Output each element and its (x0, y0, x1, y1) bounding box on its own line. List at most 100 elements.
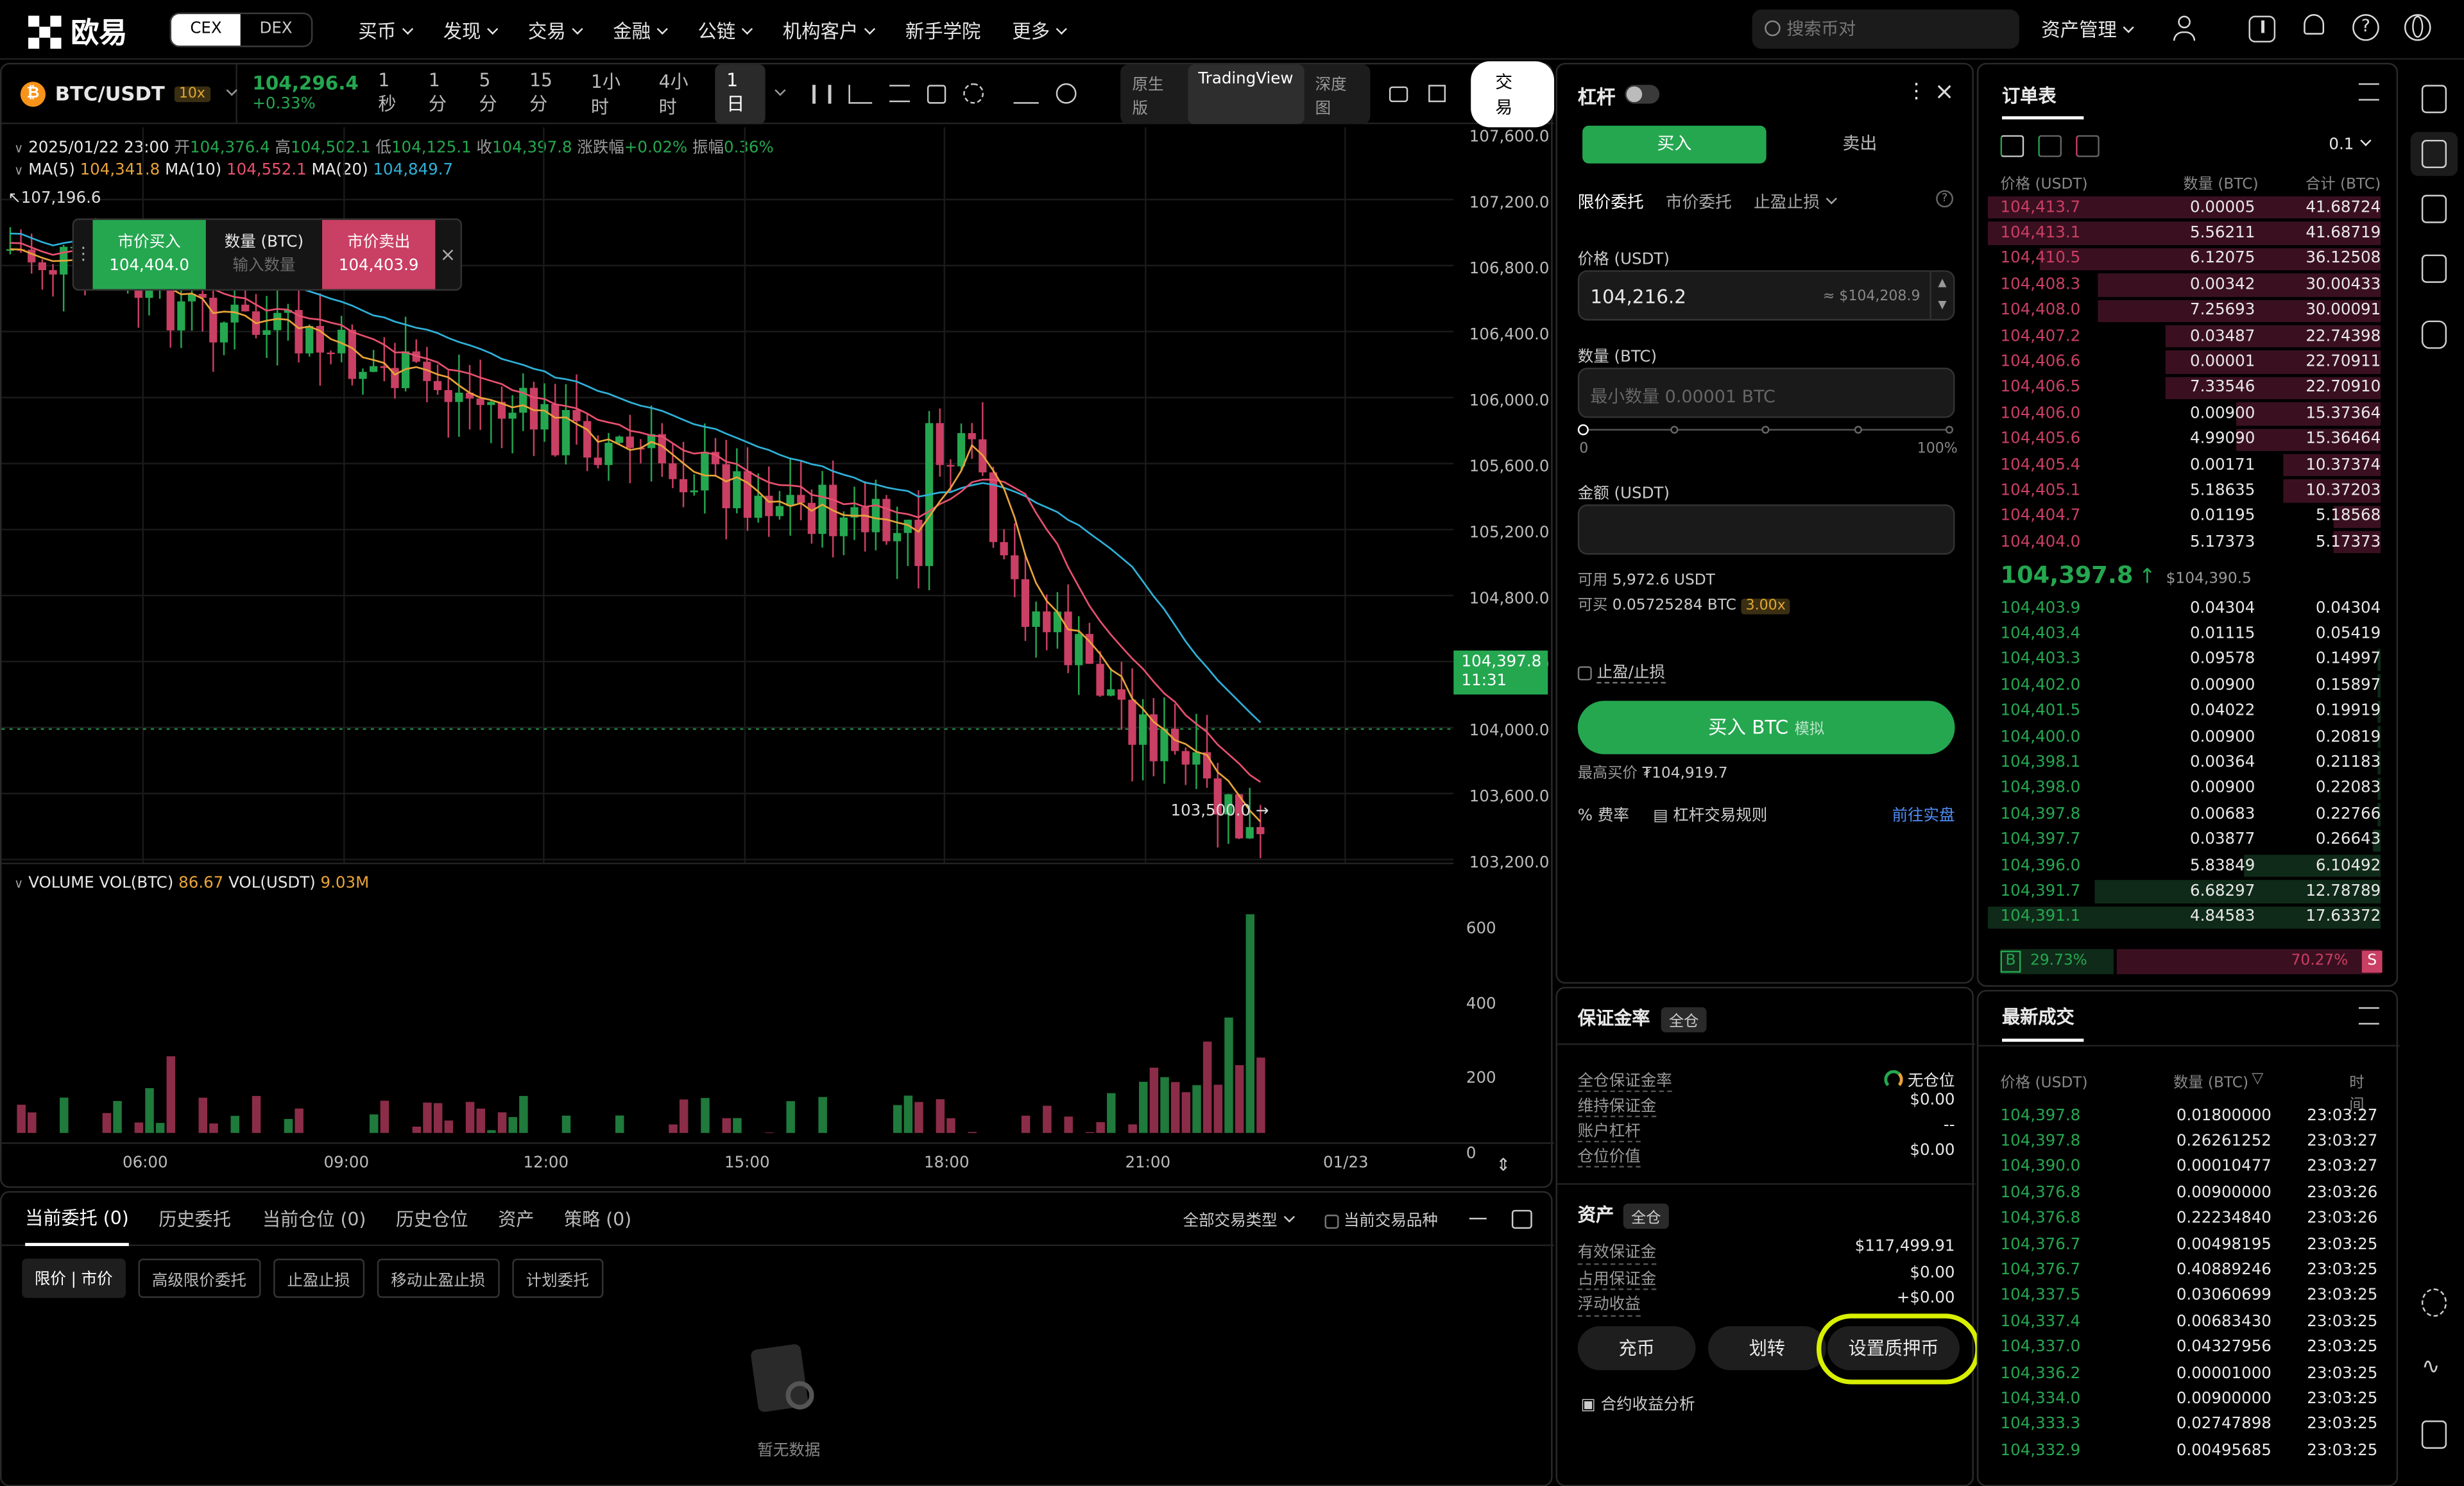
ask-row[interactable]: 104,404.0 5.17373 5.17373 (1988, 529, 2381, 555)
bot-icon[interactable] (2421, 320, 2447, 349)
quick-qty-input[interactable]: 数量 (BTC) 输入数量 (206, 220, 322, 289)
collapse-ma-icon[interactable]: ∨ (14, 163, 24, 178)
ask-row[interactable]: 104,406.0 0.00900 15.37364 (1988, 401, 2381, 427)
close-panel-icon[interactable]: × (1934, 77, 1955, 106)
candle-type-icon[interactable] (813, 84, 832, 103)
price-input[interactable]: 104,216.2 ≈ $104,208.9 ▲ ▼ (1577, 270, 1955, 321)
replay-icon[interactable] (928, 84, 947, 103)
nav-buy-crypto[interactable]: 买币 (343, 17, 427, 44)
more-timeframes-icon[interactable] (769, 83, 785, 104)
bid-row[interactable]: 104,402.0 0.00900 0.15897 (1988, 673, 2381, 699)
nav-trade[interactable]: 交易 (512, 17, 597, 44)
slider-handle[interactable] (1577, 424, 1589, 436)
nav-discover[interactable]: 发现 (427, 17, 512, 44)
auto-scale-icon[interactable]: ⇕ (1496, 1155, 1511, 1175)
ask-row[interactable]: 104,413.1 5.56211 41.68719 (1987, 221, 2381, 246)
bid-row[interactable]: 104,403.4 0.01115 0.05419 (1988, 621, 2381, 647)
okx-logo[interactable]: 欧易 (28, 11, 127, 52)
tab-order-history[interactable]: 历史委托 (158, 1208, 231, 1230)
tab-assets[interactable]: 资产 (498, 1208, 535, 1230)
layout-both-icon[interactable] (2000, 135, 2024, 157)
clipboard-icon[interactable] (2421, 1420, 2447, 1449)
qty-input[interactable]: 最小数量 0.00001 BTC (1577, 368, 1955, 418)
notes-icon[interactable] (2421, 85, 2447, 114)
market-sell-button[interactable]: 市价卖出 104,403.9 (322, 219, 436, 289)
activity-pulse-icon[interactable]: ∿ (2421, 1354, 2440, 1380)
ask-row[interactable]: 104,405.1 5.18635 10.37203 (1988, 478, 2381, 504)
layout-bids-icon[interactable] (2038, 135, 2062, 157)
info-icon[interactable]: ? (1936, 190, 1954, 208)
bid-row[interactable]: 104,391.7 6.68297 12.78789 (1988, 879, 2381, 905)
contract-pnl-analysis-link[interactable]: ▣ 合约收益分析 (1581, 1390, 1695, 1414)
search-input[interactable]: 搜索币对 (1752, 9, 2019, 49)
fee-rate-link[interactable]: % 费率 (1578, 801, 1629, 825)
bid-row[interactable]: 104,403.9 0.04304 0.04304 (1988, 595, 2381, 621)
asset-management-menu[interactable]: 资产管理 (2041, 15, 2132, 42)
list-settings-icon[interactable] (890, 85, 911, 103)
ask-row[interactable]: 104,405.6 4.99090 15.36464 (1988, 427, 2381, 452)
close-quick-trade-icon[interactable]: × (440, 243, 456, 266)
order-type-filter[interactable]: 全部交易类型 (1183, 1207, 1293, 1231)
trade-button[interactable]: 交易 (1470, 60, 1555, 127)
indicators-icon[interactable] (849, 84, 873, 103)
view-tradingview[interactable]: TradingView (1187, 64, 1305, 124)
nav-institutional[interactable]: 机构客户 (767, 17, 889, 44)
tf-15m[interactable]: 15分 (529, 68, 552, 114)
transfer-button[interactable]: 划转 (1708, 1326, 1826, 1371)
collapse-volume-icon[interactable]: ∨ (14, 876, 24, 891)
amount-input[interactable] (1577, 504, 1955, 555)
monitor-icon[interactable] (2421, 254, 2447, 283)
nav-finance[interactable]: 金融 (597, 17, 682, 44)
minimize-icon[interactable] (1469, 1217, 1487, 1220)
layout-asks-icon[interactable] (2076, 135, 2100, 157)
order-type-tpsl[interactable]: 止盈止损 (1754, 190, 1835, 214)
view-depth[interactable]: 深度图 (1315, 76, 1347, 117)
ask-row[interactable]: 104,406.5 7.33546 22.70910 (1988, 375, 2381, 401)
order-type-market[interactable]: 市价委托 (1665, 193, 1732, 212)
nav-more[interactable]: 更多 (997, 17, 1081, 44)
user-icon[interactable] (2171, 15, 2196, 42)
subtab-trigger-order[interactable]: 计划委托 (511, 1258, 603, 1298)
settings-gear-icon[interactable] (964, 83, 985, 104)
cex-dex-toggle[interactable]: CEX DEX (169, 12, 313, 47)
bid-row[interactable]: 104,401.5 0.04022 0.19919 (1988, 699, 2381, 724)
order-type-limit[interactable]: 限价委托 (1577, 193, 1644, 212)
ask-row[interactable]: 104,405.4 0.00171 10.37374 (1988, 452, 2381, 478)
layout-icon[interactable] (1389, 85, 1408, 101)
ask-row[interactable]: 104,404.7 0.01195 5.18568 (1988, 504, 2381, 529)
bid-row[interactable]: 104,397.7 0.03877 0.26643 (1988, 827, 2381, 853)
tpsl-checkbox[interactable] (1577, 665, 1592, 680)
tf-1m[interactable]: 1分 (428, 68, 447, 114)
tab-strategies[interactable]: 策略 (0) (563, 1208, 632, 1230)
market-buy-button[interactable]: 市价买入 104,404.0 (92, 219, 206, 289)
download-icon[interactable] (2248, 15, 2276, 43)
tf-1h[interactable]: 1小时 (590, 69, 621, 117)
drag-handle-icon[interactable]: ⋮ (74, 243, 92, 264)
slider-stop-25[interactable] (1670, 425, 1679, 434)
ask-row[interactable]: 104,407.2 0.03487 22.74398 (1988, 323, 2381, 349)
settings-icon[interactable] (2421, 1288, 2447, 1317)
bid-row[interactable]: 104,396.0 5.83849 6.10492 (1988, 853, 2381, 879)
view-native[interactable]: 原生版 (1132, 76, 1164, 117)
alert-icon[interactable] (1056, 83, 1077, 104)
ask-row[interactable]: 104,406.6 0.00001 22.70911 (1988, 350, 2381, 375)
book-icon[interactable] (2421, 194, 2447, 223)
subtab-tp-sl[interactable]: 止盈止损 (273, 1258, 364, 1298)
bid-row[interactable]: 104,398.0 0.00900 0.22083 (1988, 776, 2381, 801)
order-book-settings-icon[interactable] (2358, 83, 2379, 101)
price-stepper[interactable]: ▲ ▼ (1929, 271, 1953, 320)
current-pair-checkbox[interactable] (1324, 1213, 1339, 1228)
tab-open-orders[interactable]: 当前委托 (0) (25, 1191, 129, 1247)
bid-row[interactable]: 104,400.0 0.00900 0.20819 (1988, 724, 2381, 750)
collapse-legend-icon[interactable]: ∨ (14, 141, 24, 156)
margin-rules-link[interactable]: ▤ 杠杆交易规则 (1653, 801, 1767, 825)
buy-tab[interactable]: 买入 (1582, 125, 1767, 164)
filter-icon[interactable]: ▽ (2252, 1070, 2264, 1088)
tf-4h[interactable]: 4小时 (658, 69, 689, 117)
deposit-button[interactable]: 充币 (1577, 1326, 1696, 1371)
help-icon[interactable]: ? (2352, 14, 2379, 41)
tf-1s[interactable]: 1秒 (378, 68, 397, 114)
slider-stop-100[interactable] (1945, 425, 1954, 434)
tab-position-history[interactable]: 历史仓位 (395, 1208, 468, 1230)
subtab-trailing-stop[interactable]: 移动止盈止损 (377, 1258, 500, 1298)
